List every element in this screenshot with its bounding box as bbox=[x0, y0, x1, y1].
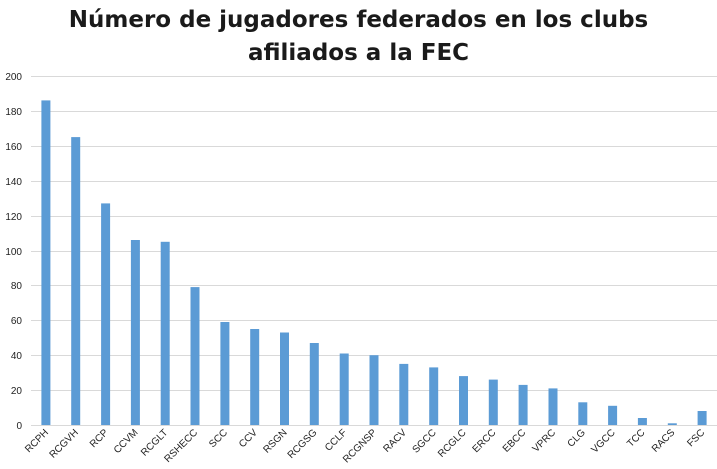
y-tick-label: 100 bbox=[5, 247, 22, 258]
bar-vprc bbox=[548, 388, 558, 425]
y-tick-label: 140 bbox=[5, 177, 22, 188]
x-tick-label-rcph: RCPH bbox=[23, 427, 51, 455]
x-tick-label-clg: CLG bbox=[566, 427, 588, 449]
x-tick-label-ercc: ERCC bbox=[471, 427, 499, 455]
bar-rshecc bbox=[190, 287, 200, 425]
chart-title-line-1: Número de jugadores federados en los clu… bbox=[68, 7, 649, 33]
bars bbox=[41, 100, 707, 426]
x-tick-label-ccv: CCV bbox=[237, 427, 260, 450]
x-tick-label-scc: SCC bbox=[207, 427, 230, 450]
x-tick-label-vgcc: VGCC bbox=[590, 427, 618, 455]
x-tick-label-rsgn: RSGN bbox=[261, 427, 289, 455]
chart-title: Número de jugadores federados en los clu… bbox=[0, 4, 717, 70]
y-tick-label: 160 bbox=[5, 142, 22, 153]
x-tick-label-ccvm: CCVM bbox=[112, 427, 141, 456]
y-tick-label: 120 bbox=[5, 212, 22, 223]
bar-rcglt bbox=[160, 241, 170, 425]
bar-ebcc bbox=[518, 384, 528, 425]
x-tick-label-racs: RACS bbox=[650, 427, 678, 455]
chart-title-line-2: afiliados a la FEC bbox=[247, 40, 470, 66]
bar-ccv bbox=[250, 329, 260, 425]
bar-rcph bbox=[41, 100, 51, 426]
bar-vgcc bbox=[608, 405, 618, 425]
bar-ccvm bbox=[130, 240, 140, 425]
bar-rcglc bbox=[459, 376, 468, 425]
bar-rcgsg bbox=[309, 343, 319, 425]
y-axis-ticks: 0 20 40 60 80 100 120 140 160 180 200 bbox=[5, 72, 22, 432]
bar-fsc bbox=[697, 411, 707, 425]
x-tick-label-fsc: FSC bbox=[685, 427, 707, 449]
bar-rcgnsp bbox=[369, 355, 379, 425]
y-tick-label: 200 bbox=[5, 72, 22, 83]
x-tick-label-rcgvh: RCGVH bbox=[48, 427, 81, 460]
x-tick-label-cclf: CCLF bbox=[323, 427, 349, 453]
bar-cclf bbox=[339, 353, 349, 425]
bar-rcgvh bbox=[71, 137, 81, 425]
y-tick-label: 0 bbox=[16, 421, 22, 432]
x-tick-label-racv: RACV bbox=[382, 427, 410, 455]
x-tick-label-rcp: RCP bbox=[88, 427, 111, 450]
y-tick-label: 20 bbox=[11, 386, 23, 397]
x-tick-label-ebcc: EBCC bbox=[501, 427, 528, 454]
x-tick-label-rcgsg: RCGSG bbox=[286, 427, 320, 461]
y-tick-label: 40 bbox=[11, 351, 23, 362]
y-tick-label: 60 bbox=[11, 316, 23, 327]
bar-tcc bbox=[637, 418, 647, 425]
x-tick-label-sgcc: SGCC bbox=[411, 427, 439, 455]
bar-racv bbox=[399, 363, 409, 425]
bar-ercc bbox=[488, 379, 498, 425]
y-tick-label: 180 bbox=[5, 107, 22, 118]
bar-rcp bbox=[101, 203, 111, 425]
bar-scc bbox=[220, 322, 230, 425]
bar-racs bbox=[667, 423, 677, 425]
x-tick-label-vprc: VPRC bbox=[531, 427, 558, 454]
gridlines bbox=[31, 76, 717, 426]
x-tick-label-tcc: TCC bbox=[625, 427, 647, 449]
y-tick-label: 80 bbox=[11, 281, 23, 292]
bar-rsgn bbox=[280, 332, 289, 425]
bar-clg bbox=[578, 402, 588, 425]
x-tick-label-rcglc: RCGLC bbox=[436, 427, 469, 460]
bar-sgcc bbox=[429, 367, 439, 425]
